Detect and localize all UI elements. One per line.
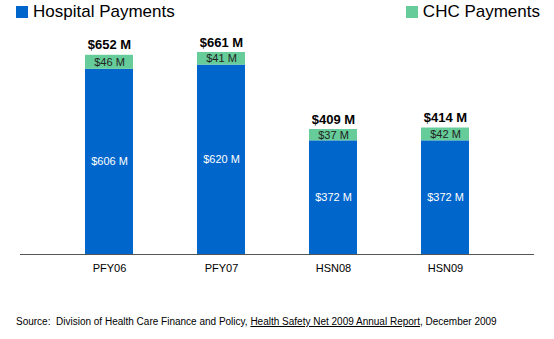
svg-text:$41 M: $41 M [206,52,237,64]
svg-text:$409 M: $409 M [312,112,355,127]
html-text:Hospital Payments: Hospital Payments [33,2,175,21]
svg-text:HSN08: HSN08 [316,262,351,274]
svg-text:$620 M: $620 M [203,153,240,165]
svg-text:$652 M: $652 M [88,37,131,52]
svg-text:$372 M: $372 M [427,191,464,203]
svg-text:$46 M: $46 M [94,56,125,68]
svg-text:$661 M: $661 M [200,35,243,50]
svg-text:$414 M: $414 M [424,110,467,125]
html-text:CHC Payments: CHC Payments [422,2,540,21]
svg-text:$606 M: $606 M [91,155,128,167]
svg-text:PFY07: PFY07 [205,262,239,274]
html-text:Source: Division of Health Car: Source: Division of Health Care Finance … [16,316,497,327]
svg-text:$42 M: $42 M [430,128,461,140]
svg-text:PFY06: PFY06 [93,262,127,274]
svg-text:HSN09: HSN09 [428,262,463,274]
svg-text:$372 M: $372 M [315,191,352,203]
svg-text:$37 M: $37 M [318,129,349,141]
